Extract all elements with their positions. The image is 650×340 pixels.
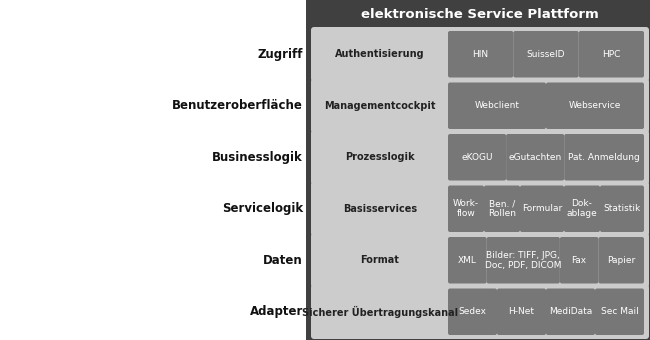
Text: Businesslogik: Businesslogik [213,151,303,164]
Text: HPC: HPC [602,50,621,59]
Text: Webservice: Webservice [569,101,621,110]
Text: elektronische Service Plattform: elektronische Service Plattform [361,7,599,20]
Text: Pat. Anmeldung: Pat. Anmeldung [568,153,640,162]
Text: Format: Format [361,255,400,265]
Text: SuisseID: SuisseID [526,50,566,59]
FancyBboxPatch shape [311,130,649,185]
Text: Basisservices: Basisservices [343,204,417,214]
Text: Statistik: Statistik [603,204,641,213]
Text: MediData: MediData [549,307,592,316]
Text: eKOGU: eKOGU [462,153,493,162]
FancyBboxPatch shape [599,237,644,284]
FancyBboxPatch shape [514,31,578,78]
FancyBboxPatch shape [311,233,649,288]
Text: Webclient: Webclient [474,101,519,110]
FancyBboxPatch shape [448,83,546,129]
FancyBboxPatch shape [487,237,560,284]
Text: Papier: Papier [607,256,635,265]
FancyBboxPatch shape [448,31,514,78]
FancyBboxPatch shape [484,186,520,232]
FancyBboxPatch shape [506,134,564,181]
Text: XML: XML [458,256,476,265]
FancyBboxPatch shape [560,237,599,284]
FancyBboxPatch shape [448,186,484,232]
FancyBboxPatch shape [546,83,644,129]
Text: Benutzeroberfläche: Benutzeroberfläche [172,99,303,112]
FancyBboxPatch shape [311,182,649,236]
FancyBboxPatch shape [311,27,649,82]
Text: Servicelogik: Servicelogik [222,202,303,215]
Text: H-Net: H-Net [508,307,534,316]
FancyBboxPatch shape [448,237,487,284]
Text: Sec Mail: Sec Mail [601,307,638,316]
Text: Ben. /
Rollen: Ben. / Rollen [488,199,516,219]
Text: Sedex: Sedex [458,307,486,316]
FancyBboxPatch shape [311,285,649,339]
Text: Zugriff: Zugriff [257,48,303,61]
Text: Daten: Daten [263,254,303,267]
Text: Dok-
ablage: Dok- ablage [567,199,597,219]
Text: Sicherer Übertragungskanal: Sicherer Übertragungskanal [302,306,458,318]
Text: HIN: HIN [473,50,489,59]
FancyBboxPatch shape [448,134,506,181]
Text: Formular: Formular [522,204,562,213]
Text: Authentisierung: Authentisierung [335,49,425,59]
FancyBboxPatch shape [497,289,546,335]
FancyBboxPatch shape [520,186,564,232]
FancyBboxPatch shape [448,289,497,335]
Text: Bilder: TIFF, JPG,
Doc, PDF, DICOM: Bilder: TIFF, JPG, Doc, PDF, DICOM [485,251,562,270]
Text: Fax: Fax [571,256,587,265]
FancyBboxPatch shape [306,0,650,340]
FancyBboxPatch shape [600,186,644,232]
Text: Work-
flow: Work- flow [453,199,479,219]
FancyBboxPatch shape [595,289,644,335]
FancyBboxPatch shape [578,31,644,78]
FancyBboxPatch shape [564,186,600,232]
FancyBboxPatch shape [546,289,595,335]
Text: Managementcockpit: Managementcockpit [324,101,436,111]
FancyBboxPatch shape [564,134,644,181]
Text: Adapter: Adapter [250,305,303,318]
Text: Prozesslogik: Prozesslogik [345,152,415,162]
FancyBboxPatch shape [311,79,649,133]
Text: eGutachten: eGutachten [508,153,562,162]
